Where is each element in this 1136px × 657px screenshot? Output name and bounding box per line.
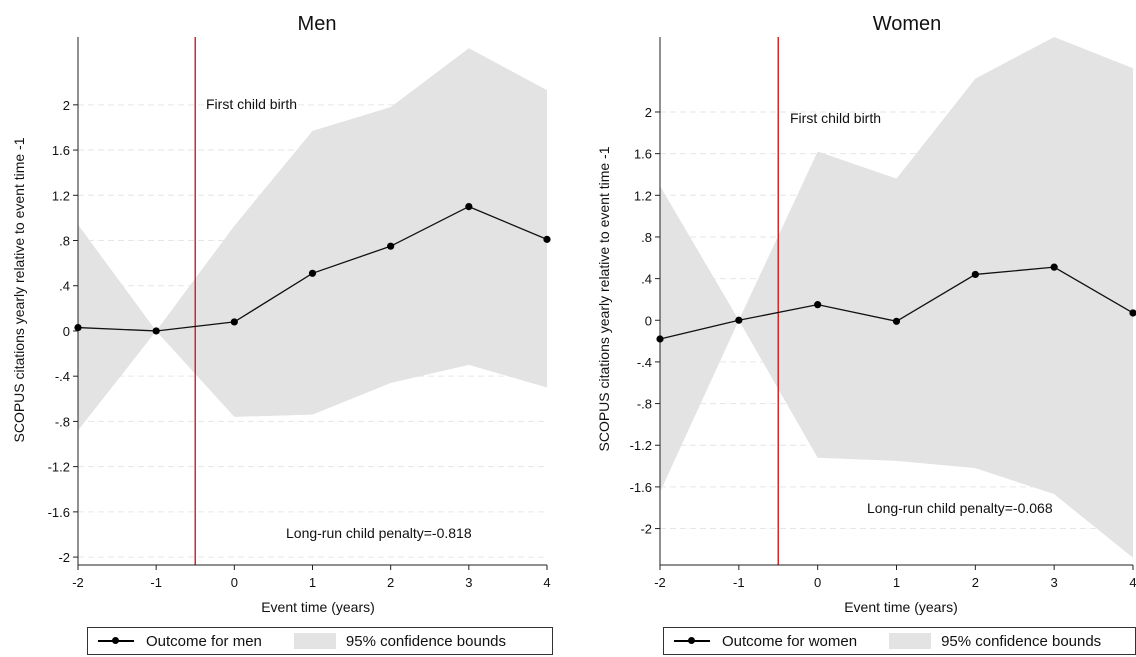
shaded-box-icon (293, 633, 336, 649)
data-point (230, 318, 238, 326)
y-tick-label: 2 (63, 98, 70, 113)
legend-label-outcome: Outcome for women (722, 632, 858, 650)
chart-panel-men: 2 1.6 1.2 .8 .4 0 -.4 -.8 -1.2 -1.6 -2 -2 -1 0 1 2 3 4 Me… (0, 0, 565, 657)
legend-item-ci: 95% confidence bounds (867, 633, 1101, 650)
data-point (308, 269, 317, 277)
legend: Outcome for men 95% confidence bounds (87, 627, 553, 655)
confidence-band (660, 37, 1133, 558)
data-point (543, 235, 551, 243)
x-axis-label: Event time (years) (261, 599, 375, 615)
y-tick-label: .4 (59, 279, 70, 294)
y-tick-label: 0 (63, 324, 70, 339)
y-tick-label: -2 (640, 522, 652, 537)
y-tick-label: 1.6 (52, 143, 70, 158)
x-tick-label: 3 (1051, 575, 1058, 590)
x-tick-label: 1 (893, 575, 900, 590)
y-tick-label: 1.6 (634, 147, 652, 162)
y-tick-label: -1.6 (630, 480, 652, 495)
chart-svg-women: 2 1.6 1.2 .8 .4 0 -.4 -.8 -1.2 -1.6 -2 -2 -1 0 1 2 3 4 Wo… (596, 13, 1136, 615)
x-tick-label: 3 (465, 575, 472, 590)
data-point (1129, 309, 1136, 317)
y-axis-label: SCOPUS citations yearly relative to even… (596, 146, 612, 451)
penalty-annotation: Long-run child penalty=-0.068 (867, 500, 1053, 516)
data-point (735, 316, 743, 324)
data-point (971, 270, 979, 279)
x-tick-label: 0 (814, 575, 821, 590)
legend-label-ci: 95% confidence bounds (345, 632, 507, 650)
y-tick-label: -.8 (55, 414, 70, 429)
y-tick-label: -2 (58, 550, 70, 565)
y-tick-label: -1.2 (630, 438, 652, 453)
legend-item-ci: 95% confidence bounds (272, 633, 506, 650)
chart-panel-women: 2 1.6 1.2 .8 .4 0 -.4 -.8 -1.2 -1.6 -2 -2 -1 0 1 2 3 4 Wo… (585, 0, 1136, 657)
y-axis-label: SCOPUS citations yearly relative to even… (11, 137, 27, 442)
data-point (387, 242, 395, 250)
plot-area: 2 1.6 1.2 .8 .4 0 -.4 -.8 -1.2 -1.6 -2-2 -1 0 1 2 3 4 (48, 37, 551, 590)
legend-item-outcome: Outcome for men (98, 633, 262, 650)
line-marker-icon (98, 635, 134, 647)
data-point (152, 327, 160, 335)
x-tick-label: -2 (72, 575, 84, 590)
x-tick-label: 4 (1129, 575, 1136, 590)
chart-title: Men (298, 13, 337, 35)
legend-label-outcome: Outcome for men (146, 632, 262, 650)
y-tick-label: 0 (645, 313, 652, 328)
data-point (465, 202, 473, 211)
data-point (814, 301, 822, 309)
event-label: First child birth (790, 110, 881, 126)
line-marker-icon (674, 635, 710, 647)
y-tick-label: -.4 (637, 355, 652, 370)
y-tick-label: .8 (641, 230, 652, 245)
x-tick-label: 2 (387, 575, 394, 590)
data-point (1050, 263, 1058, 271)
y-tick-label: -.4 (55, 369, 70, 384)
x-tick-label: -1 (150, 575, 162, 590)
y-tick-label: -.8 (637, 397, 652, 412)
y-tick-label: 2 (645, 105, 652, 120)
data-point (892, 317, 901, 325)
x-tick-label: -2 (654, 575, 666, 590)
data-point (74, 323, 82, 332)
shaded-box-icon (889, 633, 932, 649)
x-tick-label: 4 (543, 575, 550, 590)
x-axis-label: Event time (years) (844, 599, 958, 615)
y-tick-label: .8 (59, 234, 70, 249)
y-tick-label: -1.6 (48, 505, 70, 520)
data-point (656, 335, 664, 343)
y-tick-label: -1.2 (48, 460, 70, 475)
confidence-band (78, 48, 547, 431)
legend-label-ci: 95% confidence bounds (941, 632, 1102, 650)
y-tick-label: 1.2 (634, 188, 652, 203)
y-tick-label: 1.2 (52, 188, 70, 203)
y-tick-label: .4 (641, 272, 652, 287)
x-tick-label: 1 (309, 575, 316, 590)
plot-area: 2 1.6 1.2 .8 .4 0 -.4 -.8 -1.2 -1.6 -2 -2 -1 0 1 2 3 4 (630, 37, 1136, 590)
x-tick-label: 2 (972, 575, 979, 590)
legend: Outcome for women 95% confidence bounds (663, 627, 1136, 655)
x-tick-label: -1 (733, 575, 745, 590)
penalty-annotation: Long-run child penalty=-0.818 (286, 525, 472, 541)
x-tick-label: 0 (231, 575, 238, 590)
chart-svg-men: 2 1.6 1.2 .8 .4 0 -.4 -.8 -1.2 -1.6 -2-2 -1 0 1 2 3 4 Me… (11, 13, 551, 615)
legend-item-outcome: Outcome for women (674, 633, 857, 650)
chart-title: Women (873, 13, 942, 35)
event-label: First child birth (206, 96, 297, 112)
